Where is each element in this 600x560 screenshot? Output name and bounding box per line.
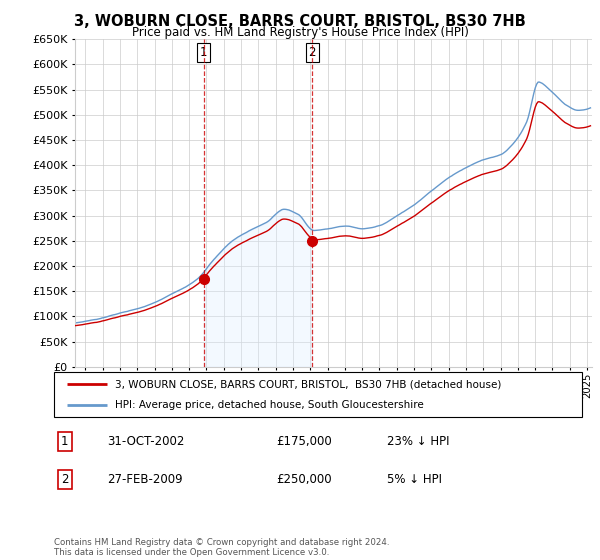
Text: Price paid vs. HM Land Registry's House Price Index (HPI): Price paid vs. HM Land Registry's House …	[131, 26, 469, 39]
Text: 1: 1	[200, 46, 207, 59]
Text: £175,000: £175,000	[276, 435, 332, 448]
Text: 2: 2	[308, 46, 316, 59]
Text: 31-OCT-2002: 31-OCT-2002	[107, 435, 184, 448]
Text: 23% ↓ HPI: 23% ↓ HPI	[386, 435, 449, 448]
Text: 5% ↓ HPI: 5% ↓ HPI	[386, 473, 442, 486]
Text: 2: 2	[61, 473, 68, 486]
Text: 1: 1	[61, 435, 68, 448]
Text: £250,000: £250,000	[276, 473, 331, 486]
Text: Contains HM Land Registry data © Crown copyright and database right 2024.
This d: Contains HM Land Registry data © Crown c…	[54, 538, 389, 557]
Text: 3, WOBURN CLOSE, BARRS COURT, BRISTOL,  BS30 7HB (detached house): 3, WOBURN CLOSE, BARRS COURT, BRISTOL, B…	[115, 380, 501, 390]
Text: 3, WOBURN CLOSE, BARRS COURT, BRISTOL, BS30 7HB: 3, WOBURN CLOSE, BARRS COURT, BRISTOL, B…	[74, 14, 526, 29]
Text: HPI: Average price, detached house, South Gloucestershire: HPI: Average price, detached house, Sout…	[115, 400, 424, 410]
Text: 27-FEB-2009: 27-FEB-2009	[107, 473, 182, 486]
